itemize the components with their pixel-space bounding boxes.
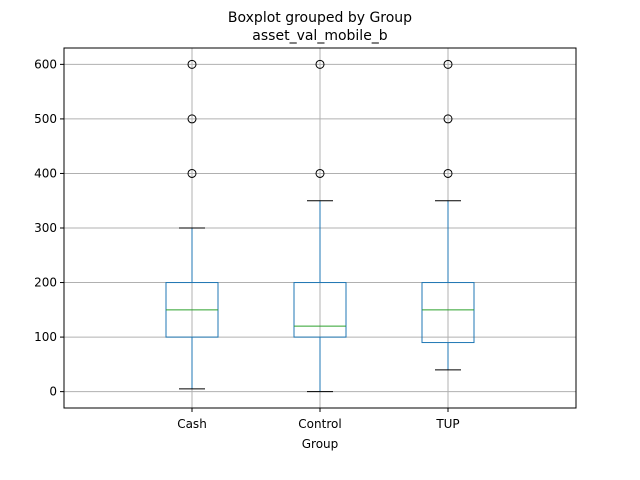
outlier-point	[187, 168, 197, 178]
outlier-point	[443, 114, 453, 124]
y-tick-label: 0	[49, 385, 57, 399]
y-tick-label: 100	[34, 330, 57, 344]
box-cash	[165, 59, 219, 390]
outlier-point	[315, 168, 325, 178]
outlier-point	[443, 168, 453, 178]
x-tick-label: Control	[298, 417, 341, 431]
y-axis: 0 100 200 300 400 500 600	[34, 57, 64, 399]
iqr-box	[421, 282, 475, 344]
outlier-point	[443, 59, 453, 69]
y-tick-label: 600	[34, 57, 57, 71]
y-tick-label: 400	[34, 166, 57, 180]
y-tick-label: 500	[34, 112, 57, 126]
x-axis-label: Group	[302, 437, 339, 451]
box-control	[293, 59, 347, 393]
chart-subtitle: asset_val_mobile_b	[252, 28, 388, 44]
box-tup	[421, 59, 475, 371]
iqr-box	[293, 282, 347, 338]
outlier-point	[187, 114, 197, 124]
x-tick-label: TUP	[435, 417, 459, 431]
y-tick-label: 200	[34, 276, 57, 290]
chart-title: Boxplot grouped by Group	[228, 10, 412, 26]
outlier-point	[187, 59, 197, 69]
boxes-group	[165, 59, 475, 393]
x-axis: Cash Control TUP	[177, 408, 460, 431]
outlier-point	[315, 59, 325, 69]
x-tick-label: Cash	[177, 417, 207, 431]
y-tick-label: 300	[34, 221, 57, 235]
